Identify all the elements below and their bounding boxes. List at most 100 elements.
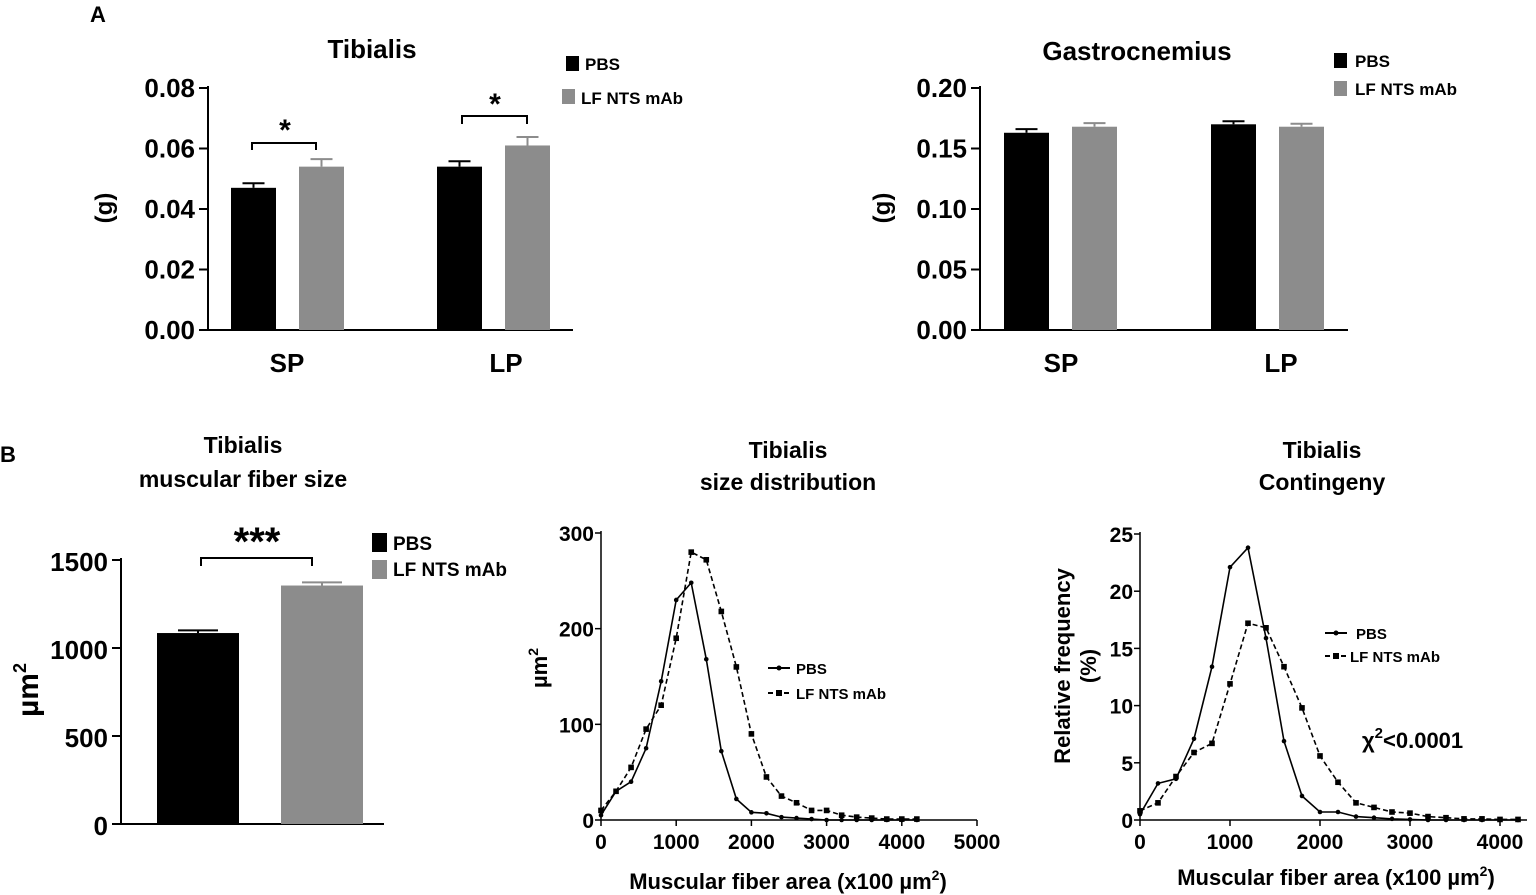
bar-pbs-sp	[1004, 132, 1049, 330]
point-pbs	[719, 748, 724, 754]
point-lf	[1137, 808, 1143, 814]
significance-star-lp: *	[489, 88, 501, 121]
chi-symbol: χ	[1362, 728, 1375, 753]
point-pbs	[794, 815, 799, 821]
legend-marker-pbs	[776, 665, 782, 671]
point-pbs	[688, 580, 694, 586]
size-distribution-chart: Tibialis size distribution µm2 010020030…	[525, 437, 1000, 894]
significance-star-sp: *	[279, 114, 291, 147]
y-tick-label: 0.08	[144, 73, 195, 103]
tibialis-mass-chart: Tibialis (g) 0.000.020.040.060.08 SP LP …	[91, 34, 683, 378]
legend-swatch-lf	[562, 89, 575, 104]
size-distribution-y-label-text: µm	[527, 656, 552, 688]
point-lf	[718, 608, 725, 615]
point-lf	[1425, 813, 1431, 820]
size-distribution-axes	[595, 531, 978, 826]
legend-swatch-pbs	[1334, 53, 1347, 68]
y-tick-label: 0.04	[144, 194, 195, 224]
point-pbs	[824, 817, 829, 823]
point-pbs	[628, 779, 634, 785]
contingency-x-label-end: )	[1487, 865, 1494, 890]
size-distribution-y-label: µm2	[525, 648, 552, 688]
size-distribution-series	[598, 549, 920, 823]
contingency-title-line2: Contingeny	[1259, 469, 1386, 495]
point-pbs	[1335, 809, 1341, 815]
y-tick-label: 100	[559, 714, 594, 737]
significance-stars: ***	[234, 520, 281, 564]
tibialis-tick-labels: 0.00 0.02 0.04 0.06 0.08	[144, 73, 195, 345]
fiber-size-title-line1: Tibialis	[204, 432, 283, 458]
legend-marker-lf	[1333, 653, 1339, 659]
point-lf	[883, 816, 890, 822]
legend-label-lf: LF NTS mAb	[796, 686, 886, 703]
y-tick-label: 0.15	[916, 134, 967, 164]
y-tick-label: 1500	[50, 547, 108, 577]
point-lf	[1515, 816, 1521, 823]
point-lf	[703, 556, 710, 563]
legend-swatch-lf	[372, 560, 387, 579]
y-tick-label: 15	[1110, 638, 1134, 661]
point-lf	[778, 793, 785, 799]
gastrocnemius-bars	[1004, 120, 1324, 330]
fiber-size-title-line2: muscular fiber size	[139, 466, 347, 492]
gastrocnemius-tick-labels: 0.00 0.05 0.10 0.15 0.20	[916, 73, 967, 345]
point-lf	[628, 764, 634, 771]
legend-label-lf: LF NTS mAb	[393, 560, 507, 581]
y-tick-label: 0	[94, 811, 108, 841]
contingency-chart: Tibialis Contingeny Relative frequency (…	[1050, 437, 1527, 890]
point-lf	[658, 702, 664, 708]
point-lf	[1461, 816, 1467, 822]
legend-swatch-pbs	[566, 56, 579, 71]
contingency-tick-labels: 0 5 10 15 20 25 0 1000 2000 3000 4000	[1110, 524, 1524, 854]
point-lf	[1335, 779, 1341, 786]
point-lf	[1371, 804, 1377, 811]
size-distribution-x-label-text: Muscular fiber area (x100 µm	[629, 869, 931, 894]
point-pbs	[749, 810, 754, 815]
tibialis-category-lp: LP	[489, 348, 522, 378]
point-pbs	[1353, 814, 1359, 819]
y-tick-label: 5	[1121, 753, 1133, 776]
y-tick-label: 25	[1110, 524, 1134, 547]
point-lf	[1353, 800, 1359, 806]
legend-label-pbs: PBS	[796, 661, 827, 678]
series-line-pbs	[600, 580, 917, 821]
series-line-pbs	[1139, 546, 1518, 821]
y-tick-label: 0	[1121, 810, 1133, 833]
point-pbs	[1407, 817, 1413, 822]
x-tick-label: 5000	[954, 831, 1001, 854]
legend-label-lf: LF NTS mAb	[1355, 80, 1457, 99]
tibialis-legend: PBS LF NTS mAb	[562, 55, 683, 108]
legend-label-pbs: PBS	[1356, 626, 1387, 643]
bar-lf	[281, 585, 363, 824]
legend-label-lf: LF NTS mAb	[1350, 649, 1440, 666]
bar-pbs-lp	[437, 166, 482, 330]
point-lf	[613, 788, 619, 795]
point-pbs	[1155, 781, 1161, 786]
y-tick-label: 0.20	[916, 73, 967, 103]
chi-value: <0.0001	[1383, 728, 1463, 753]
x-tick-label: 4000	[878, 831, 925, 854]
y-tick-label: 0.06	[144, 134, 195, 164]
point-lf	[1407, 810, 1413, 816]
contingency-axes	[1134, 532, 1527, 826]
size-distribution-y-label-sup: 2	[525, 648, 541, 656]
point-lf	[1155, 800, 1161, 806]
point-lf	[1389, 809, 1395, 815]
point-lf	[598, 807, 604, 814]
fiber-size-y-label-text: µm	[12, 673, 45, 717]
legend-label-pbs: PBS	[393, 534, 432, 555]
legend-marker-lf	[776, 690, 782, 696]
point-lf	[1191, 749, 1197, 756]
fiber-size-legend: PBS LF NTS mAb	[372, 533, 507, 581]
significance-bracket	[200, 557, 313, 566]
point-pbs	[643, 745, 649, 751]
tibialis-y-label: (g)	[91, 193, 118, 224]
point-pbs	[703, 656, 709, 662]
legend-swatch-pbs	[372, 533, 387, 552]
point-pbs	[1299, 793, 1305, 799]
fiber-size-y-label: µm2	[10, 663, 45, 717]
point-lf	[808, 807, 815, 814]
contingency-y-label-line1: Relative frequency	[1050, 567, 1075, 763]
point-lf	[1209, 740, 1215, 747]
